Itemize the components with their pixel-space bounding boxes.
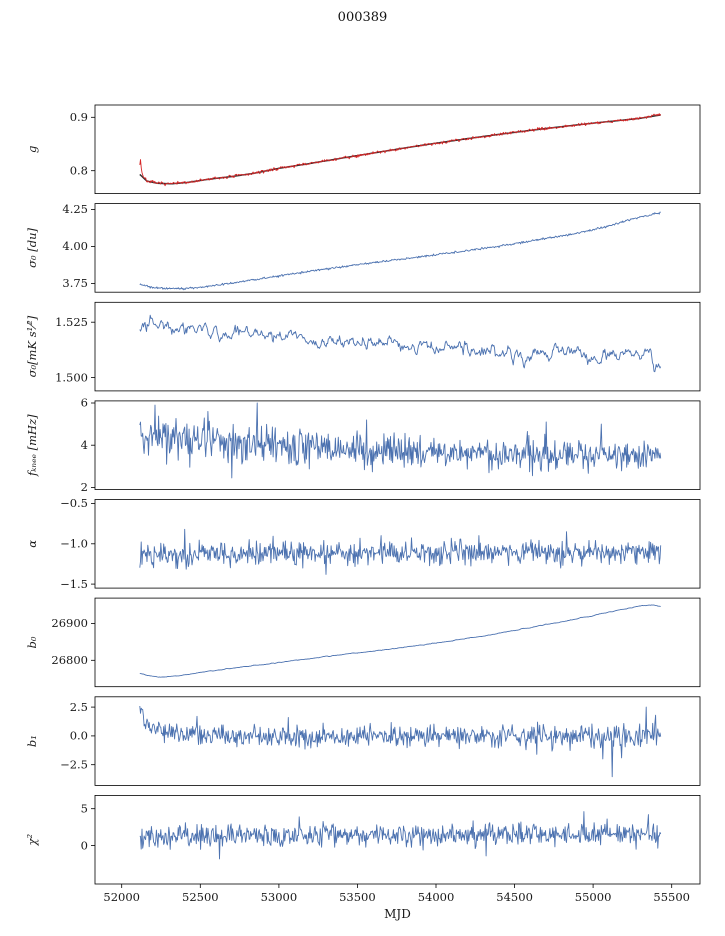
y-tick-label: −1.0 <box>60 537 88 551</box>
axes-frame <box>94 203 701 293</box>
subplot-b1: −2.5 0.0 2.5 b₁ <box>25 696 701 786</box>
y-tick-label: 1.525 <box>55 315 88 329</box>
y-axis-label-sigma0-mks: σ₀[mK s¹⁄²] <box>25 315 39 377</box>
axes-frame <box>94 499 701 589</box>
x-tick-label: 55000 <box>575 890 612 904</box>
y-tick-label: 2 <box>81 480 88 494</box>
y-tick-label: 26900 <box>51 616 88 630</box>
y-tick-label: 6 <box>81 396 88 410</box>
axes-frame <box>94 301 701 392</box>
x-tick-label: 54500 <box>496 890 533 904</box>
y-axis-label-alpha: α <box>25 540 39 548</box>
axes-frame <box>94 597 701 688</box>
y-tick-label: −0.5 <box>60 496 88 510</box>
y-tick-label: 0.8 <box>70 163 88 177</box>
y-tick-label: 5 <box>81 801 88 815</box>
x-tick-label: 55500 <box>653 890 690 904</box>
y-tick-label: 4.25 <box>62 202 88 216</box>
x-tick-label: 52500 <box>182 890 219 904</box>
series-b0 <box>139 604 661 678</box>
y-tick-label: 26800 <box>51 653 88 667</box>
x-tick-label: 52000 <box>103 890 140 904</box>
y-tick-label: 0.0 <box>70 729 88 743</box>
y-axis-label-chi2: χ² <box>25 834 39 847</box>
subplot-sigma0-du: 3.75 4.00 4.25 σ₀ [du] <box>25 202 701 293</box>
y-tick-label: 2.5 <box>70 700 88 714</box>
series-sigma0-du <box>139 211 661 291</box>
axes-frame <box>94 696 701 786</box>
x-tick-label: 54000 <box>418 890 455 904</box>
subplot-b0: 26800 26900 b₀ <box>25 597 701 688</box>
series-g-data <box>139 113 662 187</box>
y-tick-label: 3.75 <box>62 276 88 290</box>
y-axis-label-fknee: fₖₙₑₑ [mHz] <box>25 414 39 477</box>
subplot-sigma0-mks: 1.500 1.525 σ₀[mK s¹⁄²] <box>25 301 701 392</box>
y-axis-label-g: g <box>25 146 39 153</box>
y-tick-label: 4 <box>81 438 88 452</box>
axes-frame <box>94 104 701 194</box>
subplot-g: 0.8 0.9 g <box>25 104 701 194</box>
y-tick-label: 1.500 <box>55 370 88 384</box>
subplot-chi2: 0 5 χ² 52000 52500 53000 53500 54000 54500 55000 5… <box>25 795 701 921</box>
y-axis-label-b0: b₀ <box>25 636 39 648</box>
y-tick-label: 0 <box>81 838 88 852</box>
x-tick-label: 53000 <box>261 890 298 904</box>
y-tick-label: 0.9 <box>70 110 88 124</box>
y-tick-label: −2.5 <box>60 757 88 771</box>
subplot-alpha: −1.5 −1.0 −0.5 α <box>25 496 701 591</box>
series-b1 <box>139 705 662 778</box>
series-sigma0-mks <box>139 314 662 373</box>
subplot-fknee: 2 4 6 fₖₙₑₑ [mHz] <box>25 396 701 494</box>
x-tick-label: 53500 <box>339 890 376 904</box>
series-fknee <box>139 402 662 479</box>
axes-frame <box>94 795 701 885</box>
y-axis-label-sigma0-du: σ₀ [du] <box>25 227 39 267</box>
y-tick-label: −1.5 <box>60 577 88 591</box>
x-axis-label: MJD <box>384 907 411 921</box>
chart-title: 000389 <box>337 10 388 25</box>
series-alpha <box>139 528 662 575</box>
y-axis-label-b1: b₁ <box>25 735 39 747</box>
series-chi2 <box>139 811 662 860</box>
y-tick-label: 4.00 <box>62 239 88 253</box>
